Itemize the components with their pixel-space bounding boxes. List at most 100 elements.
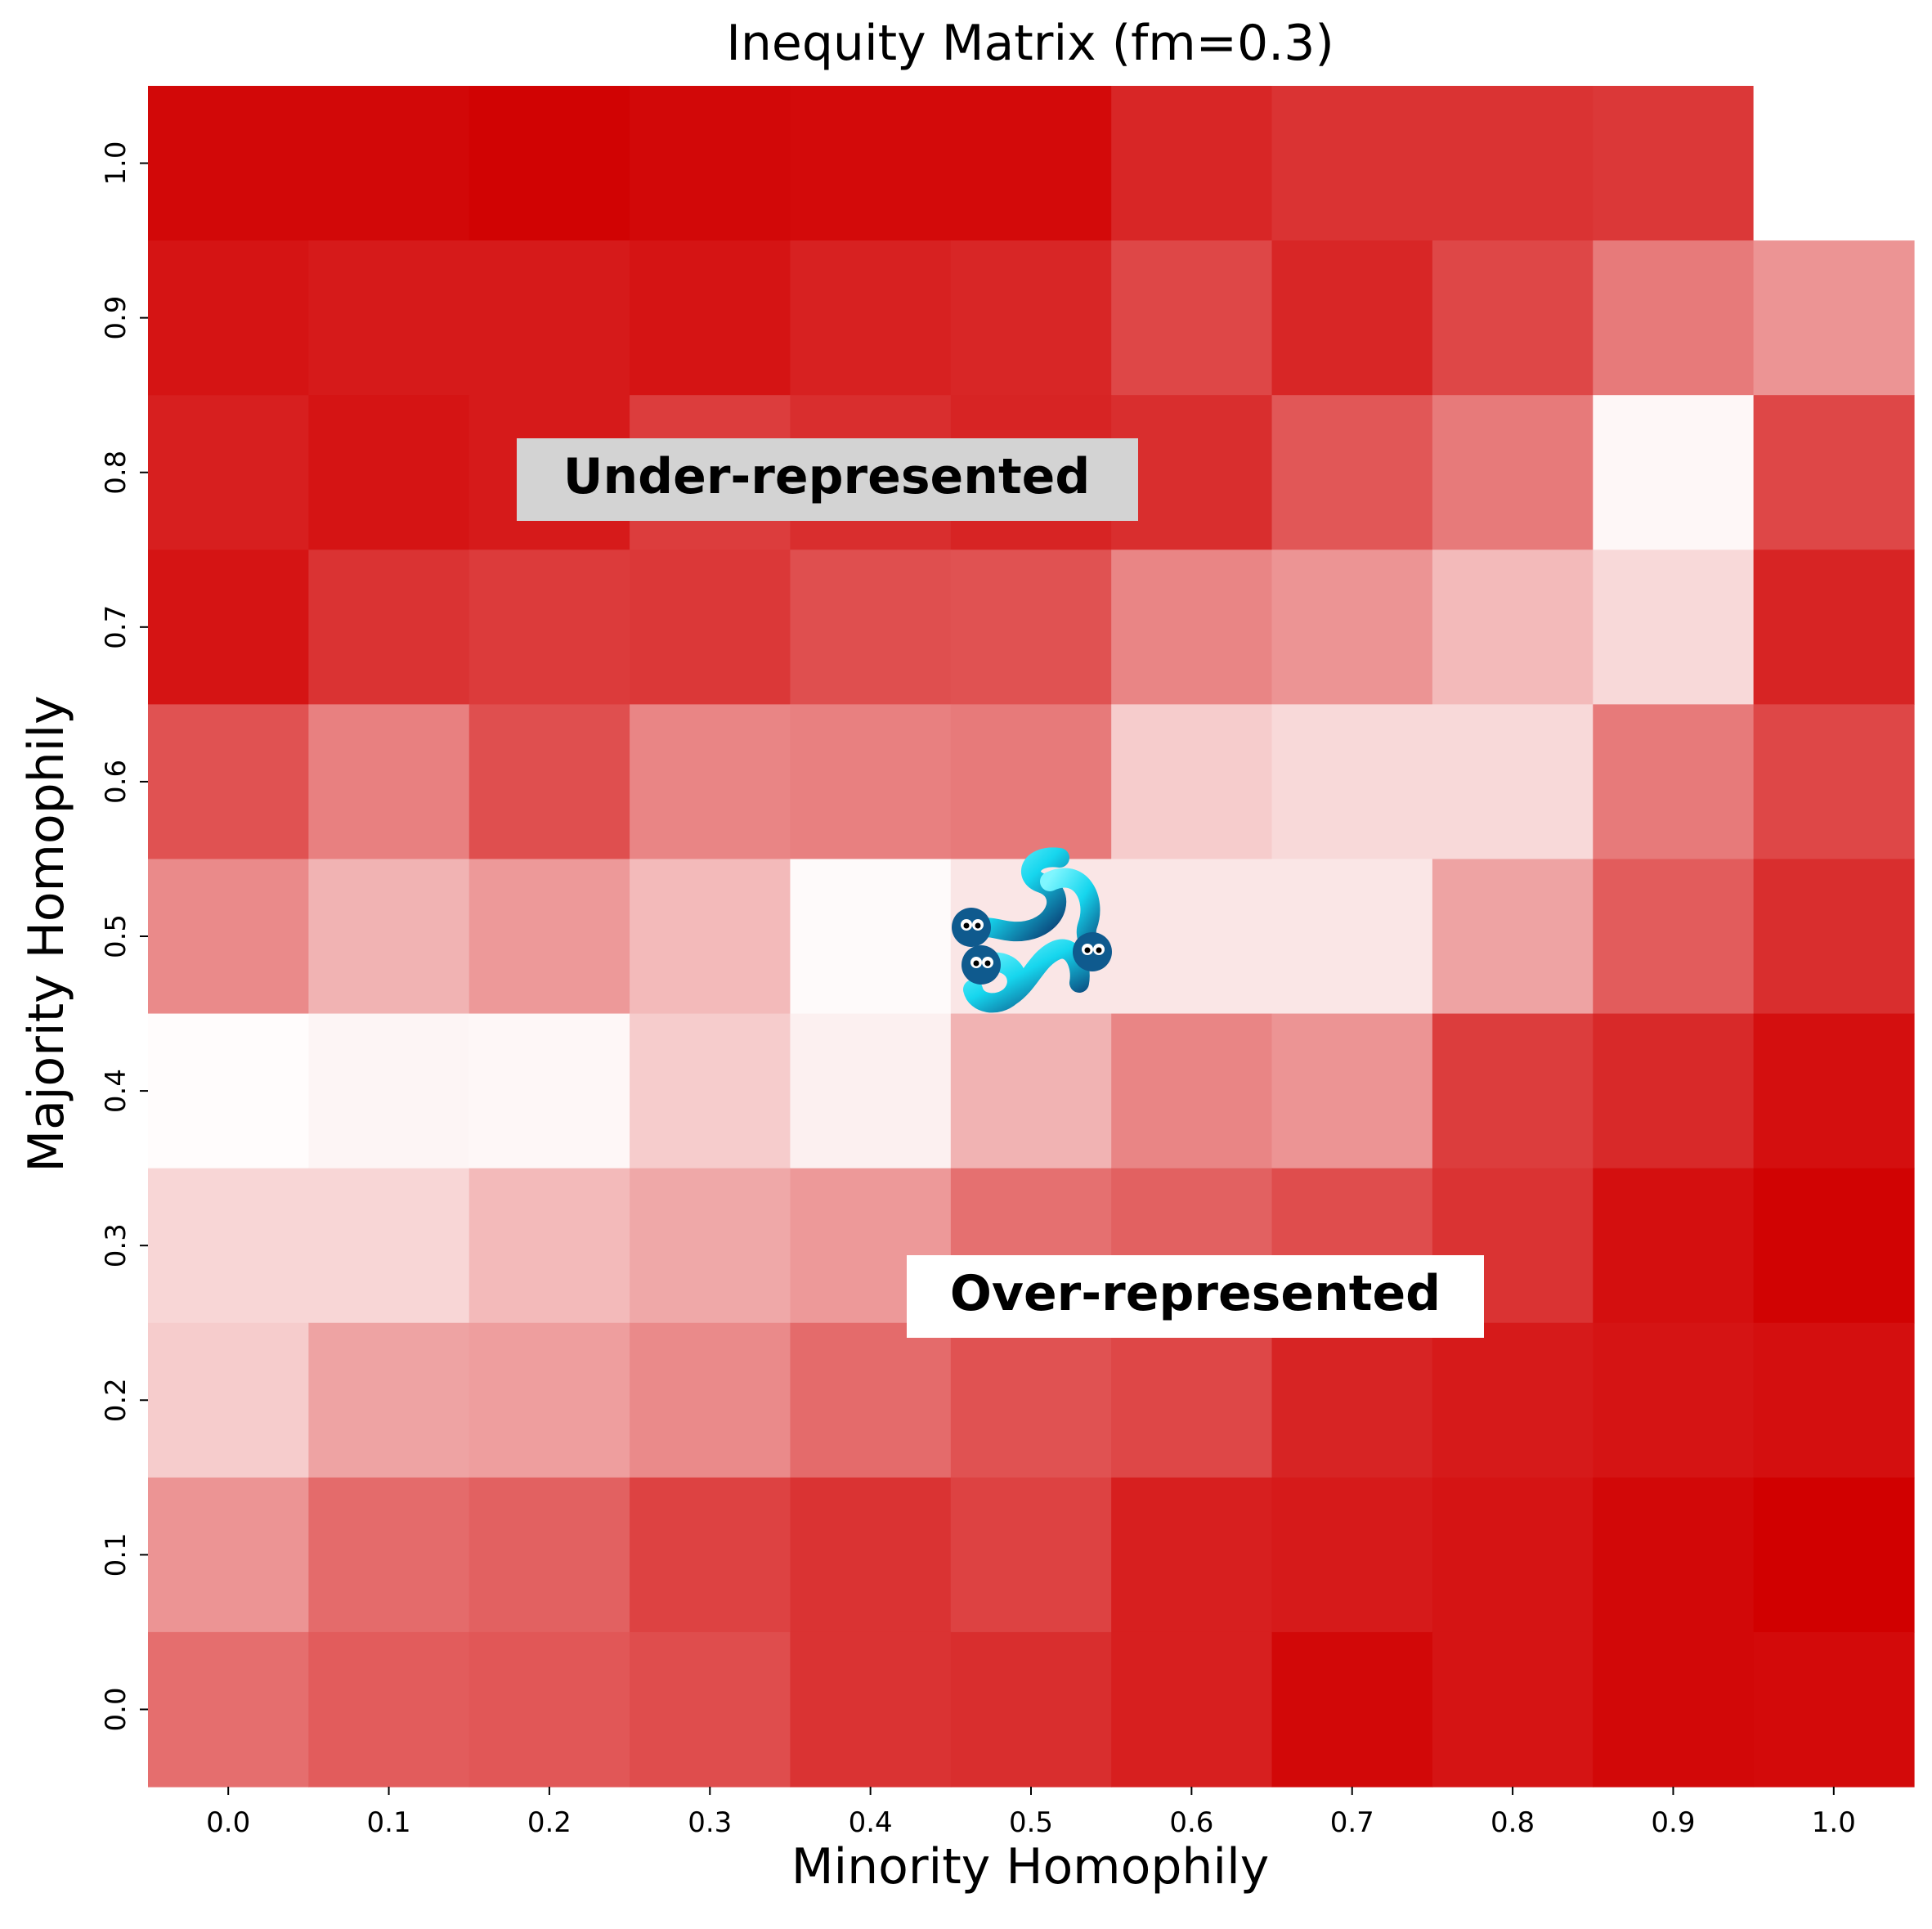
y-tick-label: 0.5 xyxy=(100,914,132,958)
x-tick-label: 0.7 xyxy=(1330,1806,1374,1839)
heatmap-cell xyxy=(1111,86,1273,241)
heatmap-cell xyxy=(1593,1322,1755,1478)
heatmap-cell xyxy=(1111,395,1273,550)
heatmap-cell xyxy=(1271,240,1433,396)
heatmap-cell xyxy=(468,550,630,705)
heatmap-cell xyxy=(790,704,952,860)
heatmap-cell xyxy=(148,395,309,550)
x-tick-label: 0.5 xyxy=(1009,1806,1053,1839)
heatmap-cell xyxy=(1432,240,1594,396)
heatmap-cell xyxy=(1753,1631,1915,1788)
heatmap-cell xyxy=(630,1168,791,1324)
annotation-over-represented-box xyxy=(907,1255,1484,1338)
heatmap-cell xyxy=(308,1013,470,1169)
heatmap-cell xyxy=(1753,859,1915,1015)
heatmap-cell xyxy=(1593,86,1755,241)
heatmap-cells xyxy=(148,86,1915,1788)
heatmap-cell xyxy=(1593,859,1755,1015)
heatmap-cell xyxy=(468,1013,630,1169)
x-tick-label: 0.0 xyxy=(206,1806,250,1839)
x-tick-label: 0.6 xyxy=(1169,1806,1213,1839)
heatmap-cell xyxy=(1111,1631,1273,1788)
heatmap-cell xyxy=(308,859,470,1015)
heatmap-cell xyxy=(1753,240,1915,396)
heatmap-cell xyxy=(148,240,309,396)
heatmap-cell xyxy=(790,1631,952,1788)
heatmap-cell xyxy=(790,1322,952,1478)
y-tick-label: 0.1 xyxy=(100,1532,132,1577)
y-tick-label: 0.3 xyxy=(100,1223,132,1267)
y-axis: 1.0 0.9 0.8 0.7 0.6 0.5 0.4 0.3 0.2 0.1 0.0 xyxy=(100,141,148,1731)
heatmap-cell xyxy=(1432,1631,1594,1788)
heatmap-cell xyxy=(1593,1168,1755,1324)
heatmap-cell xyxy=(1111,1013,1273,1169)
y-tick-label: 0.4 xyxy=(100,1069,132,1113)
heatmap-cell xyxy=(1432,395,1594,550)
heatmap-cell xyxy=(1271,704,1433,860)
heatmap-cell xyxy=(148,86,309,241)
heatmap-cell xyxy=(468,1168,630,1324)
annotation-over-represented-text: Over-represented xyxy=(950,1265,1441,1322)
heatmap-cell xyxy=(1432,1477,1594,1633)
heatmap-cell xyxy=(468,1631,630,1788)
heatmap-cell xyxy=(468,704,630,860)
heatmap-cell xyxy=(1593,1013,1755,1169)
heatmap-cell xyxy=(790,550,952,705)
heatmap-cell xyxy=(1271,1477,1433,1633)
heatmap-cell xyxy=(1593,550,1755,705)
heatmap-cell xyxy=(148,704,309,860)
heatmap-cell xyxy=(790,240,952,396)
heatmap-cell xyxy=(148,1322,309,1478)
heatmap-cell xyxy=(468,859,630,1015)
heatmap-cell xyxy=(790,1477,952,1633)
heatmap-cell xyxy=(630,550,791,705)
y-axis-label: Majority Homophily xyxy=(18,695,75,1172)
heatmap-cell xyxy=(950,240,1112,396)
heatmap-cell xyxy=(1271,550,1433,705)
heatmap-cell xyxy=(1753,1013,1915,1169)
y-tick-label: 0.0 xyxy=(100,1687,132,1731)
heatmap-cell xyxy=(1271,1631,1433,1788)
x-tick-label: 0.3 xyxy=(688,1806,732,1839)
heatmap-cell xyxy=(790,1013,952,1169)
heatmap-cell xyxy=(1432,704,1594,860)
heatmap-cell xyxy=(1432,859,1594,1015)
annotation-under-represented: Under-represented xyxy=(517,438,1138,521)
heatmap-cell xyxy=(1593,240,1755,396)
heatmap-cell xyxy=(630,1631,791,1788)
heatmap-cell xyxy=(950,1477,1112,1633)
y-tick-label: 0.2 xyxy=(100,1378,132,1422)
heatmap-cell xyxy=(630,859,791,1015)
heatmap-cell xyxy=(1432,1013,1594,1169)
heatmap-cell xyxy=(1753,1477,1915,1633)
heatmap-cell xyxy=(1753,550,1915,705)
heatmap-cell xyxy=(950,86,1112,241)
heatmap-cell xyxy=(630,1322,791,1478)
heatmap-cell xyxy=(1111,1477,1273,1633)
heatmap-cell xyxy=(1753,395,1915,550)
heatmap-cell xyxy=(308,1477,470,1633)
heatmap-cell xyxy=(1271,1322,1433,1478)
heatmap-cell xyxy=(790,86,952,241)
heatmap-cell xyxy=(950,550,1112,705)
heatmap-cell xyxy=(630,704,791,860)
heatmap-cell xyxy=(1753,86,1915,241)
heatmap-cell xyxy=(308,1631,470,1788)
heatmap-cell xyxy=(1753,704,1915,860)
heatmap-cell xyxy=(308,240,470,396)
heatmap-cell xyxy=(1111,240,1273,396)
annotation-under-represented-box xyxy=(517,438,1138,521)
heatmap-cell xyxy=(1432,86,1594,241)
heatmap-cell xyxy=(1432,550,1594,705)
heatmap-cell xyxy=(950,704,1112,860)
heatmap-cell xyxy=(308,1168,470,1324)
heatmap-cell xyxy=(468,240,630,396)
x-tick-label: 0.4 xyxy=(849,1806,893,1839)
heatmap-cell xyxy=(1593,395,1755,550)
x-tick-label: 1.0 xyxy=(1812,1806,1856,1839)
heatmap-cell xyxy=(630,1477,791,1633)
heatmap-cell xyxy=(308,86,470,241)
heatmap-cell xyxy=(630,1013,791,1169)
x-tick-label: 0.2 xyxy=(527,1806,572,1839)
